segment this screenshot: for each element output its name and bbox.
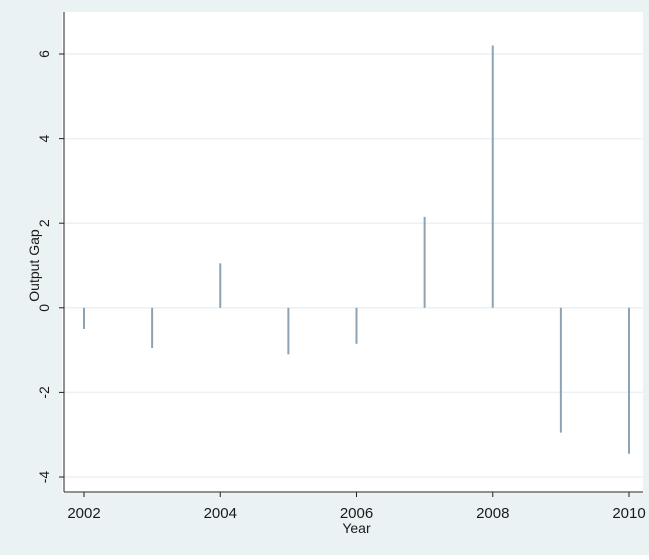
x-tick-label: 2004: [204, 505, 237, 522]
y-tick-label: 6: [36, 50, 52, 58]
x-tick-label: 2002: [67, 505, 100, 522]
axis-layer: -4 -2 0 2 4 6 2002 2004 2006 2008 2010: [36, 12, 646, 522]
x-tick-label: 2010: [612, 505, 645, 522]
label-layer: Year Output Gap: [26, 229, 371, 536]
x-tick-label: 2008: [476, 505, 509, 522]
y-tick-label: 4: [36, 134, 52, 142]
grid-layer: [62, 53, 643, 478]
spike-layer: [83, 45, 630, 454]
y-tick-label: 2: [36, 219, 52, 227]
y-axis-label: Output Gap: [26, 229, 42, 302]
y-tick-label: -4: [36, 471, 52, 484]
y-tick-label: 0: [36, 304, 52, 312]
x-tick-label: 2006: [340, 505, 373, 522]
y-tick-label: -2: [36, 386, 52, 399]
x-axis-label: Year: [342, 520, 371, 536]
plot-background: [62, 12, 643, 493]
